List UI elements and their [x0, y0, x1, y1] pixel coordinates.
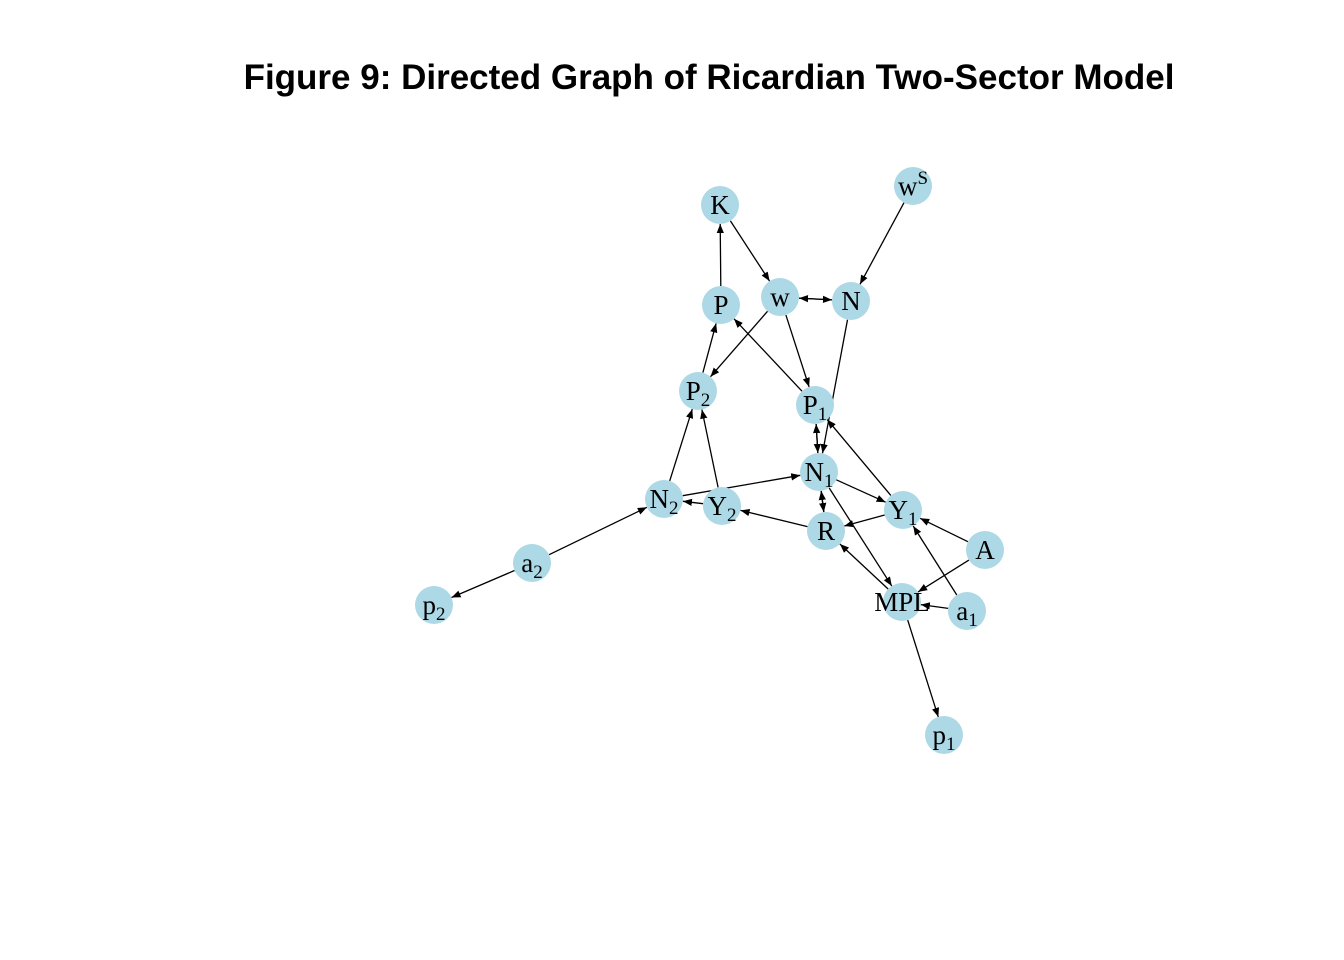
node-circle — [966, 531, 1004, 569]
edge-w-to-P2 — [710, 310, 768, 378]
edge-a1-to-Y1 — [912, 525, 958, 596]
node-label: MPL — [874, 587, 930, 617]
edge-Y2-to-P2 — [700, 409, 719, 488]
node-label: Y1 — [889, 495, 918, 530]
edge-Y1-to-P1 — [826, 419, 892, 496]
node-a2: a2 — [513, 544, 551, 583]
node-label: R — [817, 516, 835, 546]
edge-A-to-Y1 — [919, 517, 969, 543]
node-Y2: Y2 — [703, 487, 741, 526]
node-circle — [702, 286, 740, 324]
node-a1: a1 — [948, 592, 986, 631]
node-circle — [832, 282, 870, 320]
node-N2: N2 — [645, 480, 683, 519]
node-circle — [925, 716, 963, 754]
node-label: a2 — [521, 548, 542, 583]
node-p1: p1 — [925, 716, 963, 755]
edge-P1-to-P — [733, 318, 803, 392]
edge-N-to-N1 — [820, 319, 849, 454]
node-p2: p2 — [415, 586, 453, 625]
edge-N2-to-N1 — [682, 473, 801, 497]
edge-P2-to-P — [702, 323, 718, 373]
edge-R-to-Y2 — [740, 509, 808, 528]
node-circle — [761, 278, 799, 316]
edge-K-to-w — [729, 220, 771, 282]
edge-R-to-N1 — [818, 490, 826, 513]
edge-A-to-MPL — [917, 559, 970, 593]
node-w: w — [761, 278, 799, 316]
edge-P-to-K — [716, 223, 724, 287]
node-label: Y2 — [708, 491, 737, 526]
node-N1: N1 — [800, 453, 838, 492]
figure-title: Figure 9: Directed Graph of Ricardian Tw… — [243, 58, 1175, 97]
node-P1: P1 — [796, 386, 834, 425]
node-label: P1 — [803, 390, 828, 425]
edge-wS-to-N — [859, 202, 905, 285]
node-label: P — [713, 290, 728, 320]
edge-a1-to-MPL — [920, 602, 949, 610]
edge-N1-to-Y1 — [836, 479, 886, 503]
node-P2: P2 — [679, 372, 717, 411]
edge-MPL-to-R — [839, 543, 889, 590]
node-label: N1 — [805, 457, 834, 492]
edge-a2-to-p2 — [451, 569, 515, 599]
node-circle — [807, 512, 845, 550]
node-label: p1 — [933, 720, 956, 755]
node-circle — [679, 372, 717, 410]
node-label: A — [975, 535, 995, 565]
node-circle — [894, 167, 932, 205]
node-label: w — [770, 282, 790, 312]
node-A: A — [966, 531, 1004, 569]
node-K: K — [701, 186, 739, 224]
edge-N2-to-P2 — [669, 408, 694, 482]
node-label: p2 — [423, 590, 446, 625]
node-circle — [415, 586, 453, 624]
node-label: P2 — [686, 376, 711, 411]
edge-a2-to-N2 — [548, 506, 648, 556]
node-circle — [513, 544, 551, 582]
edge-Y2-to-N2 — [682, 498, 704, 506]
node-label: a1 — [956, 596, 977, 631]
node-circle — [884, 491, 922, 529]
edge-w-to-N — [798, 295, 833, 304]
node-label: wS — [898, 168, 928, 201]
node-circle — [948, 592, 986, 630]
node-label: N2 — [650, 484, 679, 519]
edge-w-to-P1 — [785, 314, 810, 388]
node-circle — [703, 487, 741, 525]
edge-Y1-to-R — [844, 514, 885, 528]
node-circle — [645, 480, 683, 518]
edge-P1-to-N1 — [813, 423, 821, 454]
nodes-layer: KwS w N P P2 P1 N1 N2 Y2 Y1 R Aa2 p2 MPL a1 p1 — [415, 167, 1004, 755]
node-label: K — [710, 190, 730, 220]
node-R: R — [807, 512, 845, 550]
node-Y1: Y1 — [884, 491, 922, 530]
node-wS: wS — [894, 167, 932, 205]
node-N: N — [832, 282, 870, 320]
node-MPL: MPL — [874, 583, 930, 621]
edge-N1-to-MPL — [828, 487, 893, 587]
node-label: N — [841, 286, 861, 316]
node-circle — [800, 453, 838, 491]
node-circle — [701, 186, 739, 224]
node-P: P — [702, 286, 740, 324]
node-circle — [796, 386, 834, 424]
edge-MPL-to-p1 — [907, 619, 940, 718]
edges-layer — [451, 202, 970, 718]
node-circle — [883, 583, 921, 621]
